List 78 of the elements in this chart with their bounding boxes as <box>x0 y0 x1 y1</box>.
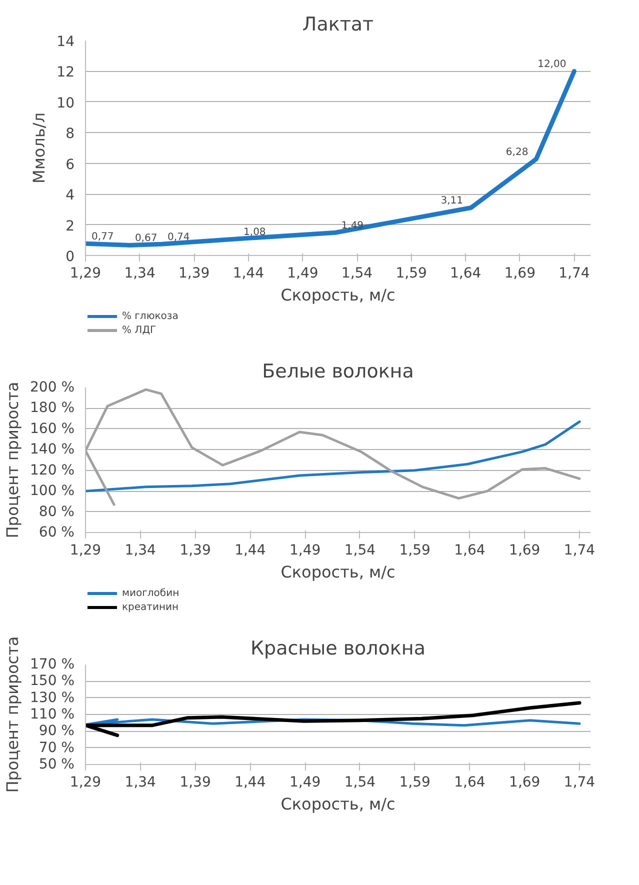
x-tick-label: 1,44 <box>234 774 266 790</box>
y-tick-label: 140 % <box>30 442 75 458</box>
y-tick-label: 6 <box>66 156 75 173</box>
y-axis-title: Процент прироста <box>3 382 22 538</box>
x-tick-label: 1,54 <box>344 542 376 558</box>
x-tick-label: 1,49 <box>287 266 318 282</box>
x-tick-label: 1,44 <box>232 266 264 282</box>
y-tick-label: 200 % <box>30 380 75 396</box>
y-tick-label: 80 % <box>38 504 75 520</box>
legend-label: % ЛДГ <box>122 324 156 337</box>
x-tick-label: 1,39 <box>178 266 210 282</box>
data-label: 0,74 <box>168 232 190 244</box>
chart-title: Красные волокна <box>250 638 426 660</box>
line-series <box>86 388 581 506</box>
x-tick-label: 1,44 <box>234 542 266 558</box>
x-tick-label: 1,64 <box>454 774 486 790</box>
y-tick-label: 4 <box>66 188 75 204</box>
x-tick-label: 1,74 <box>564 774 596 790</box>
y-axis-title: Процент прироста <box>3 636 22 793</box>
x-tick-label: 1,39 <box>180 542 211 558</box>
x-axis-title: Скорость, м/с <box>280 286 396 304</box>
y-axis-title: Ммоль/л <box>30 112 49 184</box>
y-tick-label: 90 % <box>38 723 75 740</box>
x-tick-label: 1,74 <box>558 266 590 282</box>
x-tick-label: 1,59 <box>399 542 430 558</box>
y-tick-label: 70 % <box>38 740 75 756</box>
y-tick-label: 150 % <box>30 673 75 690</box>
x-tick-label: 1,39 <box>180 774 211 790</box>
data-label: 12,00 <box>538 59 566 70</box>
data-label: 0,77 <box>92 232 114 243</box>
x-tick-label: 1,29 <box>70 266 102 282</box>
y-tick-label: 100 % <box>30 483 75 500</box>
y-tick-label: 130 % <box>30 690 75 706</box>
y-tick-label: 110 % <box>30 706 75 722</box>
x-tick-label: 1,59 <box>399 774 430 790</box>
data-label: 3,11 <box>440 196 464 207</box>
x-tick-label: 1,29 <box>70 774 102 790</box>
y-tick-label: 14 <box>56 34 75 50</box>
x-axis-title: Скорость, м/с <box>280 794 396 814</box>
y-tick-label: 8 <box>66 126 75 142</box>
x-tick-label: 1,74 <box>564 542 596 558</box>
x-tick-label: 1,69 <box>509 542 540 558</box>
x-tick-label: 1,54 <box>341 266 373 282</box>
y-tick-label: 170 % <box>30 656 75 672</box>
x-tick-label: 1,49 <box>289 542 321 558</box>
y-tick-label: 12 <box>56 64 75 81</box>
data-label: 0,67 <box>134 233 158 244</box>
x-tick-label: 1,59 <box>396 266 427 282</box>
line-series <box>86 420 581 492</box>
data-label: 6,28 <box>506 147 528 158</box>
y-tick-label: 60 % <box>38 524 75 540</box>
legend-label: креатинин <box>122 600 179 614</box>
chart-title: Белые волокна <box>262 360 414 382</box>
x-tick-label: 1,54 <box>344 774 376 790</box>
x-tick-label: 1,34 <box>124 774 156 790</box>
y-tick-label: 120 % <box>30 462 75 478</box>
x-tick-label: 1,49 <box>289 774 321 790</box>
y-tick-label: 2 <box>66 218 75 234</box>
x-tick-label: 1,69 <box>509 774 540 790</box>
x-tick-label: 1,64 <box>450 266 482 282</box>
line-series <box>86 701 582 738</box>
y-tick-label: 160 % <box>30 420 75 437</box>
y-tick-label: 180 % <box>30 400 75 416</box>
x-tick-label: 1,64 <box>454 542 486 558</box>
data-label: 1,49 <box>341 220 364 232</box>
y-tick-label: 50 % <box>38 756 75 772</box>
data-label: 1,08 <box>244 226 266 238</box>
x-axis-title: Скорость, м/с <box>280 562 396 582</box>
chart-title: Лактат <box>302 14 374 36</box>
y-tick-label: 10 <box>56 95 75 112</box>
legend-label: % глюкоза <box>122 310 178 323</box>
x-tick-label: 1,29 <box>70 542 102 558</box>
y-tick-label: 0 <box>66 249 75 265</box>
x-tick-label: 1,69 <box>504 266 536 282</box>
x-tick-label: 1,34 <box>124 542 156 558</box>
legend-label: миоглобин <box>122 586 180 600</box>
line-series <box>86 68 576 248</box>
x-tick-label: 1,34 <box>124 266 156 282</box>
